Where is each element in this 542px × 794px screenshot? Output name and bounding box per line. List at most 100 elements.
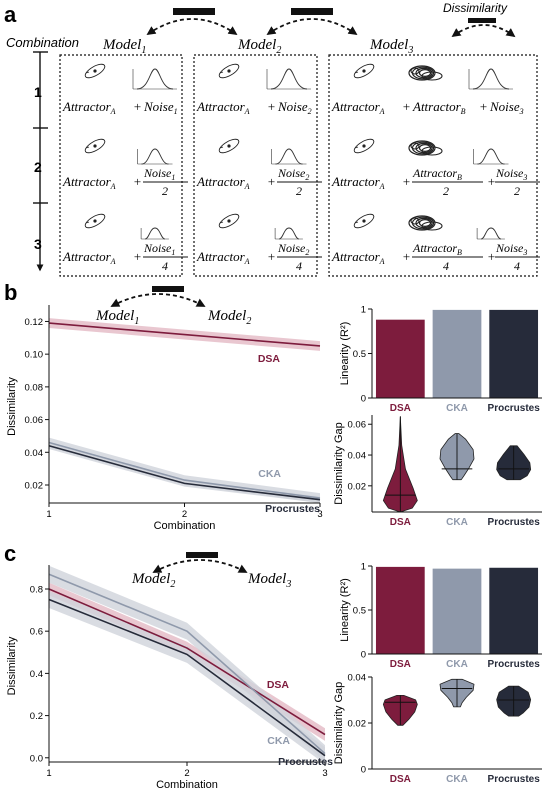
attractor-b-icon [408,140,443,156]
bar-procrustes [489,567,539,654]
model-1-box [59,54,183,277]
series-line-1 [48,441,321,499]
divisor: 4 [514,259,520,273]
divisor: 4 [162,259,168,273]
noise-fraction: Noise3 4 [495,241,540,273]
meter-icon [173,8,496,23]
category-label: Procrustes [488,403,541,414]
panel-c-letter: c [4,541,16,566]
plus-sign: + [267,249,276,264]
noise-term: Noise3 [489,99,524,116]
noise-distribution-icon [468,68,513,90]
svg-text:Noise2: Noise2 [277,166,309,182]
x-tick-label: 1 [46,509,51,520]
attractor-b-fraction: AttractorB 2 [412,166,483,198]
cell-model-2-row-2: AttractorA +Noise2 2 [196,138,322,198]
y-tick-label: 0.06 [25,415,44,426]
x-tick-label: 2 [182,509,187,520]
plus-sign: + [487,174,496,189]
category-label: CKA [446,774,468,785]
plus-sign: + [402,174,411,189]
attractor-icon [84,138,106,154]
category-label: CKA [446,403,468,414]
combination-heading: Combination [6,35,79,50]
row-label-3: 3 [34,236,42,252]
divisor: 4 [296,259,302,273]
y-tick-label: 0.4 [30,669,43,680]
attractor-a-term: AttractorA [62,99,116,116]
plus-sign: + [267,99,276,114]
y-axis-label: Dissimilarity Gap [333,682,345,765]
bar-dsa [375,566,425,654]
x-tick-label: 3 [317,509,322,520]
model-1-title: Model1 [102,37,146,56]
category-label: DSA [390,517,411,528]
series-band-2 [49,591,325,765]
plus-sign: + [133,174,142,189]
y-tick-label: 0.02 [348,481,367,492]
meter-icon-b [152,286,184,292]
category-label: Procrustes [488,659,541,670]
divisor: 2 [162,184,168,198]
y-tick-label: 0.5 [353,349,366,360]
y-tick-label: 0.8 [30,584,43,595]
attractor-a-term: AttractorA [196,99,250,116]
cell-model-2-row-1: AttractorA + Noise2 [196,63,312,116]
noise-distribution-icon [274,227,303,240]
category-label: CKA [446,517,468,528]
y-tick-label: 0.04 [348,451,367,462]
svg-text:Noise3: Noise3 [495,241,527,257]
y-tick-label: 0.12 [25,317,44,328]
attractor-icon [84,213,106,229]
noise-distribution-icon [476,227,505,240]
category-label: Procrustes [488,517,541,528]
noise-distribution-icon [266,68,311,90]
y-tick-label: 0.08 [25,382,44,393]
noise-term: Noise1 [143,99,178,116]
cell-model-1-row-1: AttractorA + Noise1 [62,63,178,116]
row-label-1: 1 [34,84,42,100]
c-linearity-bar-chart: DSA CKA Procrustes 0 0.5 1 Linearity (R²) [339,562,542,670]
cell-model-1-row-3: AttractorA +Noise1 4 [62,213,188,273]
noise-fraction: Noise1 4 [143,241,188,273]
dissimilarity-heading: Dissimilarity [443,1,508,15]
b-line-chart: 1 2 3 0.02 0.04 0.06 0.08 0.10 0.12 Combination Di… [6,305,323,532]
plus-sign: + [133,99,142,114]
b-linearity-bar-chart: DSA CKA Procrustes 0 0.5 1 Linearity (R²) [339,305,542,414]
b-model-right: Model2 [207,308,251,327]
attractor-a-term: AttractorA [331,249,385,266]
series-label-dsa: DSA [267,679,290,691]
series-line-0 [48,322,321,347]
y-axis-label: Linearity (R²) [339,578,351,642]
series-label-procrustes: Procrustes [265,503,320,515]
series-line-2 [48,598,326,757]
noise-distribution-icon [137,148,173,165]
attractor-a-term: AttractorA [62,249,116,266]
noise-fraction: Noise2 4 [277,241,322,273]
series-line-2 [48,444,321,501]
panel-a: a Combination Dissimilarity Model1 Model… [4,1,540,277]
svg-text:Noise3: Noise3 [495,166,527,182]
plus-sign: + [402,99,411,114]
c-model-right: Model3 [247,571,291,590]
noise-fraction: Noise3 2 [495,166,540,198]
bar-dsa [375,319,425,398]
x-axis-label: Combination [154,520,216,532]
x-tick-label: 2 [184,768,189,779]
attractor-a-term: AttractorA [62,174,116,191]
y-tick-label: 0.2 [30,711,43,722]
x-axis-label: Combination [156,779,218,791]
cell-model-2-row-3: AttractorA +Noise2 4 [196,213,322,273]
model-2-box [193,54,318,277]
plus-sign: + [133,249,142,264]
divisor: 4 [443,259,449,273]
b-gap-violin-chart: DSA CKA Procrustes 0.02 0.04 0.06Dissimilarit… [333,415,542,528]
y-tick-label: 0 [361,394,366,405]
cell-model-1-row-2: AttractorA +Noise1 2 [62,138,188,198]
c-model-left: Model2 [131,571,175,590]
model-3-title: Model3 [369,37,413,56]
svg-text:Noise1: Noise1 [143,166,175,182]
noise-distribution-icon [132,68,177,90]
